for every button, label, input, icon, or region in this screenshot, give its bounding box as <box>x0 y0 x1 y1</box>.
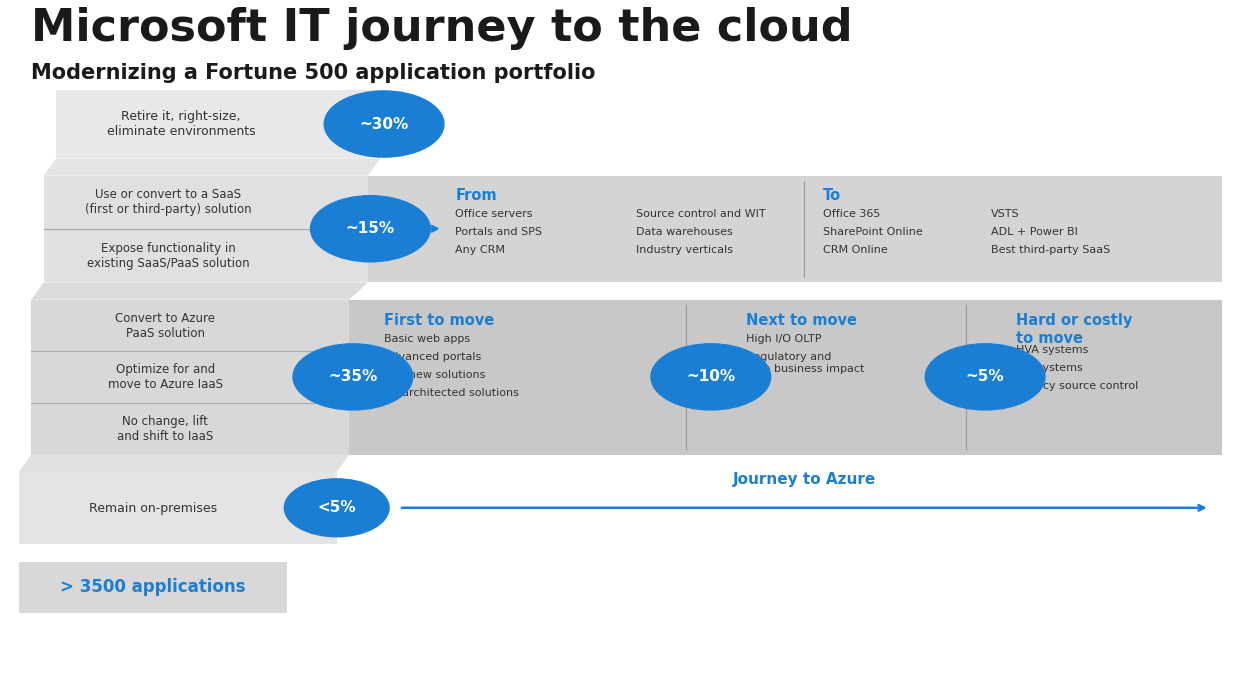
Polygon shape <box>56 90 380 158</box>
Text: Office servers: Office servers <box>455 209 532 219</box>
Text: Advanced portals: Advanced portals <box>384 352 481 362</box>
Text: HVA systems: HVA systems <box>1016 345 1089 356</box>
Text: > 3500 applications: > 3500 applications <box>60 578 246 597</box>
Text: ~15%: ~15% <box>345 221 395 236</box>
Text: Optimize for and
move to Azure IaaS: Optimize for and move to Azure IaaS <box>107 363 223 391</box>
Text: ~10%: ~10% <box>686 369 736 384</box>
Text: Legacy source control: Legacy source control <box>1016 381 1139 391</box>
Text: Expose functionality in
existing SaaS/PaaS solution: Expose functionality in existing SaaS/Pa… <box>87 242 249 270</box>
Text: <5%: <5% <box>318 500 355 515</box>
Text: Next to move: Next to move <box>746 313 857 329</box>
Text: Convert to Azure
PaaS solution: Convert to Azure PaaS solution <box>115 311 216 340</box>
Text: Modernizing a Fortune 500 application portfolio: Modernizing a Fortune 500 application po… <box>31 63 596 83</box>
Text: VSTS: VSTS <box>991 209 1020 219</box>
Text: Data warehouses: Data warehouses <box>636 227 733 237</box>
Text: Hard or costly
to move: Hard or costly to move <box>1016 313 1132 346</box>
Text: Best third-party SaaS: Best third-party SaaS <box>991 245 1111 255</box>
Text: ~35%: ~35% <box>328 369 378 384</box>
Text: High I/O OLTP: High I/O OLTP <box>746 334 822 344</box>
Text: Retire it, right-size,
eliminate environments: Retire it, right-size, eliminate environ… <box>106 110 256 138</box>
Text: Remain on-premises: Remain on-premises <box>89 502 217 515</box>
Polygon shape <box>31 282 368 300</box>
Text: CRM Online: CRM Online <box>823 245 888 255</box>
Text: ~30%: ~30% <box>359 116 409 132</box>
Text: Microsoft IT journey to the cloud: Microsoft IT journey to the cloud <box>31 7 853 50</box>
FancyBboxPatch shape <box>349 300 1222 455</box>
Circle shape <box>293 344 413 410</box>
Text: SharePoint Online: SharePoint Online <box>823 227 923 237</box>
Text: ~5%: ~5% <box>966 369 1004 384</box>
Text: First to move: First to move <box>384 313 494 329</box>
Text: Re-architected solutions: Re-architected solutions <box>384 388 519 398</box>
Text: Any new solutions: Any new solutions <box>384 370 485 380</box>
Circle shape <box>925 344 1045 410</box>
Text: From: From <box>455 188 496 203</box>
Text: Any CRM: Any CRM <box>455 245 505 255</box>
FancyBboxPatch shape <box>368 176 1222 282</box>
Polygon shape <box>44 158 380 176</box>
Text: Portals and SPS: Portals and SPS <box>455 227 542 237</box>
Polygon shape <box>44 176 368 282</box>
Circle shape <box>651 344 771 410</box>
Circle shape <box>324 91 444 157</box>
Text: Industry verticals: Industry verticals <box>636 245 733 255</box>
Text: ADL + Power BI: ADL + Power BI <box>991 227 1079 237</box>
Text: PKI systems: PKI systems <box>1016 363 1084 373</box>
Text: No change, lift
and shift to IaaS: No change, lift and shift to IaaS <box>117 415 213 443</box>
FancyBboxPatch shape <box>19 562 287 613</box>
Polygon shape <box>31 300 349 455</box>
Text: Basic web apps: Basic web apps <box>384 334 470 344</box>
Text: Source control and WIT: Source control and WIT <box>636 209 766 219</box>
Polygon shape <box>19 472 337 544</box>
Text: Use or convert to a SaaS
(first or third-party) solution: Use or convert to a SaaS (first or third… <box>85 188 252 216</box>
Text: Journey to Azure: Journey to Azure <box>733 472 875 487</box>
Circle shape <box>311 196 430 262</box>
Polygon shape <box>19 455 349 472</box>
Circle shape <box>284 479 389 537</box>
Text: To: To <box>823 188 842 203</box>
Text: Regulatory and
high business impact: Regulatory and high business impact <box>746 352 864 373</box>
Text: Office 365: Office 365 <box>823 209 880 219</box>
